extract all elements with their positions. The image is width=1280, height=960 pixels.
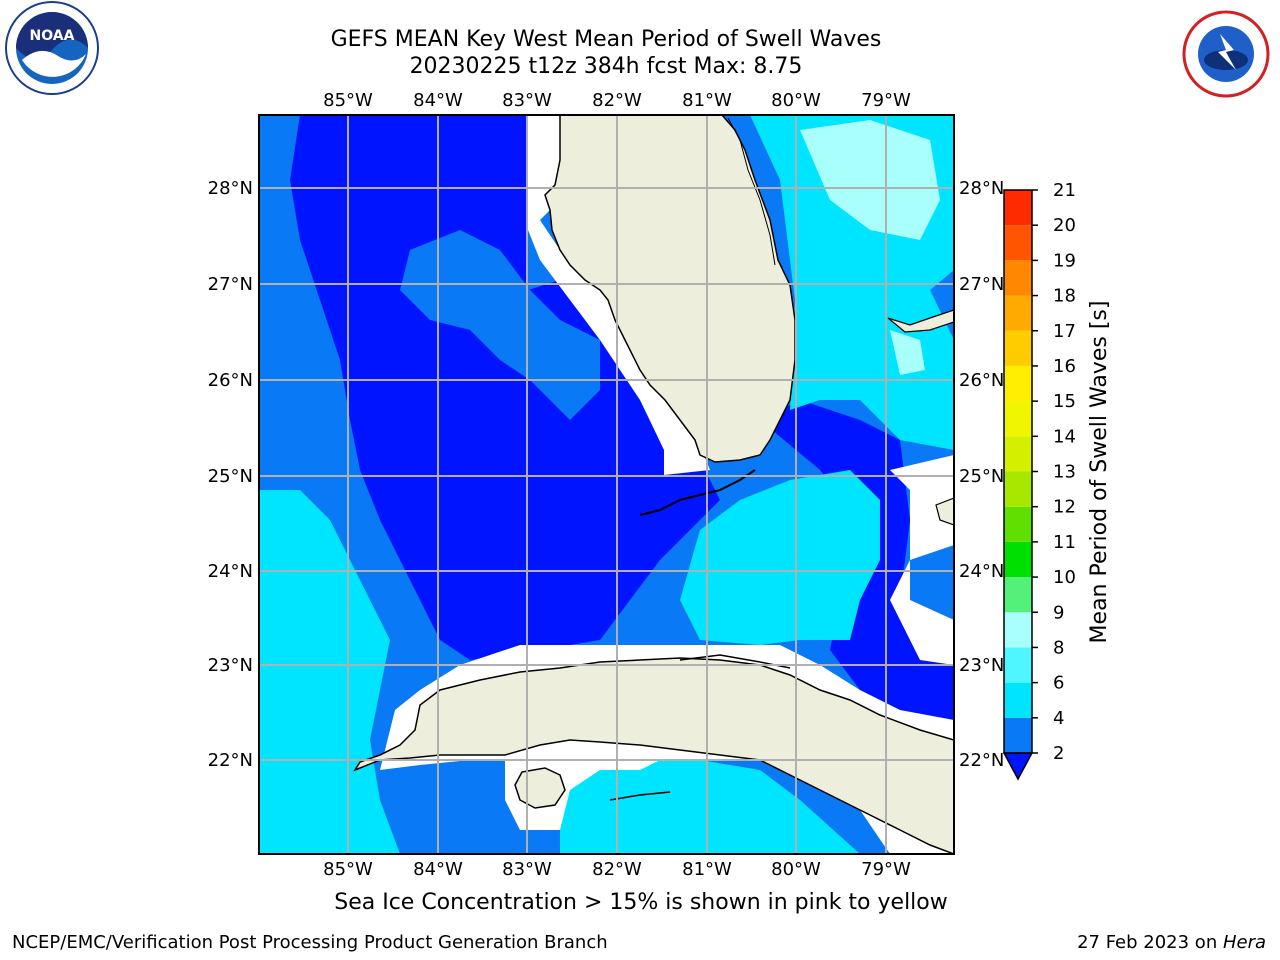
footer-date-text: 27 Feb 2023 on bbox=[1077, 932, 1223, 953]
lat-label-left: 24°N bbox=[208, 561, 253, 582]
colorbar-segment bbox=[1004, 401, 1032, 437]
coast-cuba-south-cays bbox=[609, 791, 671, 801]
lat-label-right: 23°N bbox=[959, 655, 1004, 676]
colorbar-segment bbox=[1004, 717, 1032, 753]
lon-labels-top: 85°W 84°W 83°W 82°W 81°W 80°W 79°W bbox=[323, 90, 911, 111]
colorbar-segment bbox=[1004, 365, 1032, 402]
colorbar-segment bbox=[1004, 682, 1032, 718]
footer-host: Hera bbox=[1222, 932, 1266, 953]
lon-label-bottom: 80°W bbox=[771, 859, 821, 880]
ocean-deep-blue-east bbox=[760, 400, 954, 720]
lon-label-bottom: 83°W bbox=[502, 859, 552, 880]
land-cuba bbox=[353, 657, 954, 854]
colorbar-tick-label: 21 bbox=[1053, 180, 1076, 201]
colorbar-segment bbox=[1004, 436, 1032, 472]
footer-branch: NCEP/EMC/Verification Post Processing Pr… bbox=[12, 932, 608, 953]
lat-label-left: 23°N bbox=[208, 655, 253, 676]
colorbar-tick-label: 9 bbox=[1053, 602, 1064, 623]
sea-ice-note: Sea Ice Concentration > 15% is shown in … bbox=[334, 890, 948, 915]
nws-logo bbox=[1182, 10, 1270, 98]
graticule bbox=[259, 115, 954, 854]
colorbar-tick-label: 19 bbox=[1053, 250, 1076, 271]
lat-label-right: 28°N bbox=[959, 178, 1004, 199]
colorbar-segment bbox=[1004, 541, 1032, 578]
lon-label-bottom: 79°W bbox=[861, 859, 911, 880]
land-isla-juventud bbox=[514, 767, 566, 809]
colorbar-tick-label: 18 bbox=[1053, 286, 1076, 307]
colorbar: 2 4 6 8 9 10 11 12 13 14 15 16 17 18 19 20 21 bbox=[1002, 180, 1076, 781]
colorbar-tick-label: 11 bbox=[1053, 532, 1076, 553]
lat-label-left: 22°N bbox=[208, 750, 253, 771]
land-bahamas-north bbox=[887, 309, 954, 333]
colorbar-tick-label: 2 bbox=[1053, 743, 1064, 764]
colorbar-tick-label: 17 bbox=[1053, 321, 1076, 342]
ocean-deep-blue-patch bbox=[400, 230, 600, 420]
lat-label-right: 27°N bbox=[959, 274, 1004, 295]
lon-label-top: 84°W bbox=[413, 90, 463, 111]
lat-label-right: 22°N bbox=[959, 750, 1004, 771]
lon-label-bottom: 85°W bbox=[323, 859, 373, 880]
lat-label-right: 26°N bbox=[959, 370, 1004, 391]
footer-date: 27 Feb 2023 on Hera bbox=[1077, 932, 1266, 953]
lon-label-top: 81°W bbox=[682, 90, 732, 111]
colorbar-title: Mean Period of Swell Waves [s] bbox=[1087, 301, 1112, 644]
lat-labels-right: 28°N 27°N 26°N 25°N 24°N 23°N 22°N bbox=[959, 178, 1004, 771]
colorbar-segment bbox=[1004, 471, 1032, 507]
colorbar-tick-label: 16 bbox=[1053, 356, 1076, 377]
lon-label-top: 82°W bbox=[592, 90, 642, 111]
lon-label-bottom: 84°W bbox=[413, 859, 463, 880]
lon-label-bottom: 81°W bbox=[682, 859, 732, 880]
lon-label-top: 85°W bbox=[323, 90, 373, 111]
colorbar-tick-label: 15 bbox=[1053, 391, 1076, 412]
lat-label-left: 28°N bbox=[208, 178, 253, 199]
colorbar-tick-label: 20 bbox=[1053, 215, 1076, 236]
coast-florida-keys bbox=[639, 469, 756, 516]
colorbar-segment bbox=[1004, 647, 1032, 683]
land-bahamas-andros bbox=[935, 497, 954, 526]
lat-label-left: 27°N bbox=[208, 274, 253, 295]
coast-florida-inner bbox=[727, 117, 776, 266]
colorbar-tick-label: 10 bbox=[1053, 567, 1076, 588]
svg-text:NOAA: NOAA bbox=[30, 28, 75, 44]
colorbar-tick-label: 6 bbox=[1053, 673, 1064, 694]
lat-label-right: 25°N bbox=[959, 466, 1004, 487]
colorbar-segment bbox=[1004, 330, 1032, 366]
map-subtitle: 20230225 t12z 384h fcst Max: 8.75 bbox=[409, 54, 803, 79]
lon-label-top: 83°W bbox=[502, 90, 552, 111]
map-title: GEFS MEAN Key West Mean Period of Swell … bbox=[330, 27, 882, 52]
colorbar-tick-label: 13 bbox=[1053, 462, 1076, 483]
lat-label-right: 24°N bbox=[959, 561, 1004, 582]
colorbar-segment bbox=[1004, 190, 1032, 226]
colorbar-tick-label: 4 bbox=[1053, 708, 1064, 729]
colorbar-tick-label: 14 bbox=[1053, 426, 1076, 447]
ocean-deep-blue bbox=[290, 115, 720, 660]
ocean-light-cyan bbox=[800, 120, 940, 240]
lon-label-top: 80°W bbox=[771, 90, 821, 111]
map-field bbox=[259, 115, 954, 854]
ocean-cyan-bottom bbox=[560, 760, 860, 854]
lon-label-bottom: 82°W bbox=[592, 859, 642, 880]
noaa-logo: NOAA bbox=[5, 1, 99, 95]
map-frame bbox=[258, 114, 955, 855]
lat-labels-left: 28°N 27°N 26°N 25°N 24°N 23°N 22°N bbox=[208, 178, 253, 771]
lon-labels-bottom: 85°W 84°W 83°W 82°W 81°W 80°W 79°W bbox=[323, 859, 911, 880]
colorbar-segment bbox=[1004, 295, 1032, 331]
colorbar-segment bbox=[1004, 612, 1032, 648]
colorbar-under-extension bbox=[1002, 752, 1034, 781]
lon-label-top: 79°W bbox=[861, 90, 911, 111]
lat-label-left: 25°N bbox=[208, 466, 253, 487]
ocean-cyan-south bbox=[680, 470, 880, 645]
colorbar-tick-label: 8 bbox=[1053, 637, 1064, 658]
lat-label-left: 26°N bbox=[208, 370, 253, 391]
land-florida bbox=[544, 115, 796, 463]
colorbar-segment bbox=[1004, 260, 1032, 296]
ocean-light-cyan-2 bbox=[890, 330, 925, 375]
colorbar-segment bbox=[1004, 506, 1032, 542]
colorbar-tick-label: 12 bbox=[1053, 497, 1076, 518]
colorbar-segment bbox=[1004, 577, 1032, 613]
colorbar-segment bbox=[1004, 225, 1032, 261]
